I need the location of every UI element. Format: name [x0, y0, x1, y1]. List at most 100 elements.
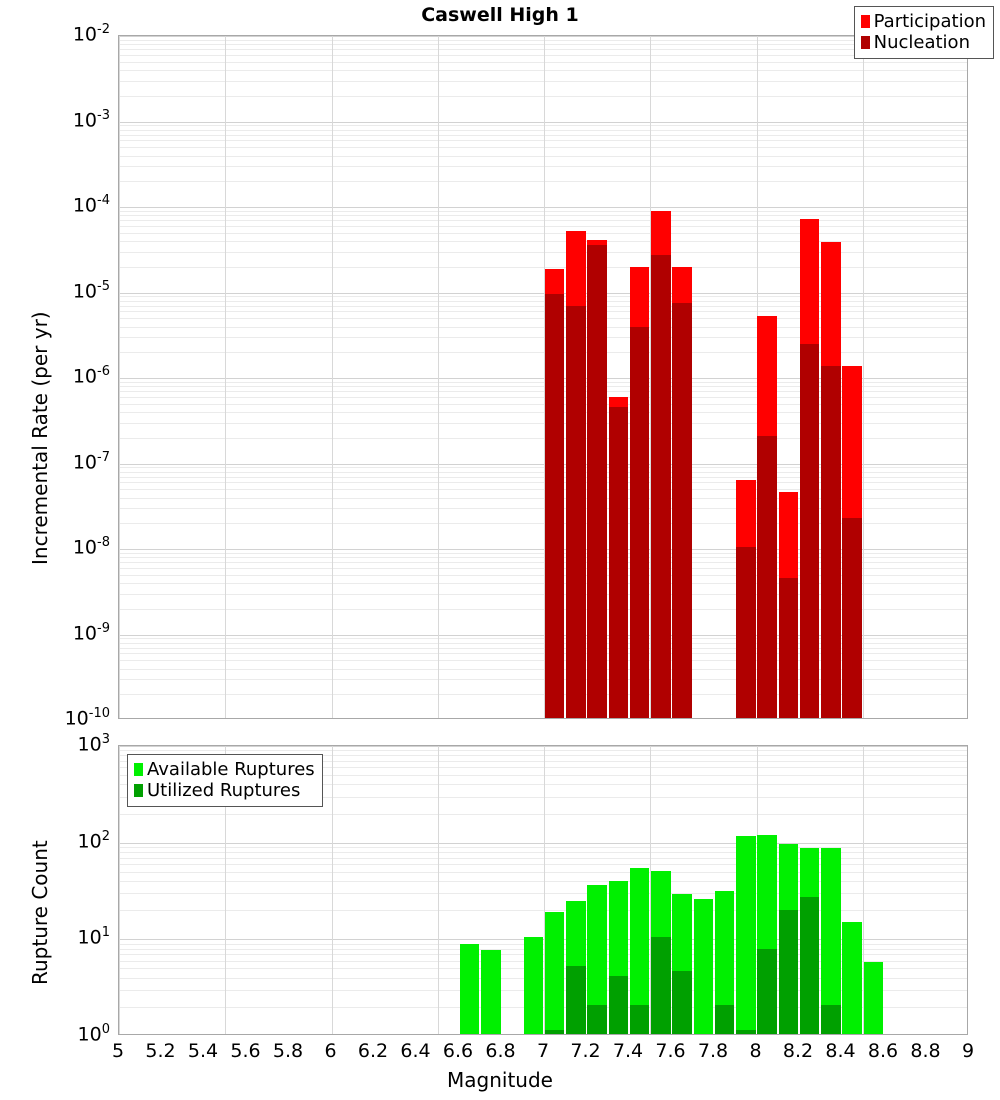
- gridline-major: [119, 634, 967, 636]
- x-tick-label: 7.4: [612, 1040, 644, 1062]
- gridline-minor: [119, 39, 967, 41]
- gridline-minor: [119, 251, 967, 253]
- bar-nucleation: [757, 435, 777, 718]
- bottom-legend-item: Available Ruptures: [134, 759, 315, 780]
- gridline-minor: [119, 220, 967, 222]
- x-tick-label: 5.6: [230, 1040, 261, 1062]
- bar-nucleation: [842, 517, 862, 718]
- gridline-minor: [119, 552, 967, 554]
- y-tick-label: 10-8: [72, 535, 110, 559]
- gridline-minor: [119, 296, 967, 298]
- gridline-minor: [119, 593, 967, 595]
- gridline-minor: [119, 796, 967, 798]
- gridline-vertical: [650, 746, 652, 1034]
- y-tick-label: 101: [77, 925, 110, 949]
- bar-utilized: [672, 970, 692, 1034]
- bar-utilized: [821, 1004, 841, 1034]
- bar-utilized: [544, 1030, 565, 1034]
- gridline-minor: [119, 49, 967, 51]
- legend-swatch-icon: [860, 15, 870, 29]
- gridline-vertical: [331, 36, 333, 718]
- y-tick-label: 102: [77, 828, 110, 852]
- gridline-vertical: [119, 36, 120, 718]
- rupture-count-plot: Available Ruptures Utilized Ruptures: [118, 745, 968, 1035]
- top-legend-item: Participation: [860, 11, 986, 32]
- bar-available: [821, 848, 841, 1034]
- gridline-major: [119, 121, 967, 123]
- gridline-minor: [119, 70, 967, 72]
- y-tick-label: 10-5: [72, 278, 110, 302]
- gridline-minor: [119, 489, 967, 491]
- y-tick-label: 10-7: [72, 449, 110, 473]
- bar-utilized: [736, 1030, 756, 1034]
- x-tick-label: 8.4: [825, 1040, 856, 1062]
- gridline-minor: [119, 881, 967, 883]
- bar-nucleation: [629, 327, 650, 718]
- gridline-vertical: [650, 36, 652, 718]
- y-tick-label: 100: [77, 1022, 110, 1046]
- gridline-vertical: [119, 746, 120, 1034]
- top-y-axis-title: Incremental Rate (per yr): [28, 311, 52, 565]
- bar-nucleation: [799, 343, 820, 718]
- x-tick-label: 6.2: [357, 1040, 389, 1062]
- legend-swatch-icon: [134, 763, 143, 777]
- gridline-minor: [119, 642, 967, 644]
- bar-available: [863, 962, 884, 1034]
- bottom-bars: [119, 746, 967, 1034]
- bar-utilized: [651, 937, 671, 1034]
- x-tick-label: 6.4: [400, 1040, 431, 1062]
- gridline-minor: [119, 608, 967, 610]
- bottom-y-tick-labels: 103 102 101 100: [2, 732, 110, 1045]
- x-tick-label: 5: [111, 1040, 125, 1062]
- gridline-major: [119, 746, 967, 747]
- x-tick-label: 7: [536, 1040, 550, 1062]
- gridline-minor: [119, 381, 967, 383]
- gridline-minor: [119, 893, 967, 895]
- gridline-minor: [119, 755, 967, 757]
- bar-available: [693, 898, 714, 1034]
- gridline-minor: [119, 437, 967, 439]
- gridline-major: [119, 378, 967, 379]
- gridline-minor: [119, 305, 967, 307]
- bar-nucleation: [672, 302, 692, 718]
- y-tick-label: 10-4: [72, 193, 110, 217]
- gridline-minor: [119, 668, 967, 670]
- gridline-minor: [119, 557, 967, 559]
- bar-nucleation: [651, 255, 671, 718]
- bar-nucleation: [608, 406, 629, 718]
- top-bars: [119, 36, 967, 718]
- bottom-legend: Available Ruptures Utilized Ruptures: [127, 754, 323, 808]
- x-tick-label: 8.6: [867, 1040, 899, 1062]
- gridline-minor: [119, 471, 967, 473]
- gridline-minor: [119, 181, 967, 183]
- gridline-minor: [119, 232, 967, 234]
- bar-utilized: [608, 975, 629, 1034]
- x-tick-label: 5.4: [187, 1040, 219, 1062]
- gridline-minor: [119, 54, 967, 56]
- legend-label: Participation: [873, 11, 986, 32]
- bottom-legend-item: Utilized Ruptures: [134, 780, 315, 801]
- gridline-minor: [119, 562, 967, 564]
- top-y-tick-labels: 10-2 10-3 10-4 10-5 10-6 10-7 10-8 10-9 10-10: [2, 22, 110, 729]
- gridline-vertical: [862, 36, 864, 718]
- bar-utilized: [799, 897, 820, 1034]
- gridline-minor: [119, 508, 967, 510]
- gridline-minor: [119, 44, 967, 46]
- gridline-major: [119, 207, 967, 208]
- x-tick-label: 8: [749, 1040, 762, 1062]
- gridline-minor: [119, 910, 967, 912]
- legend-label: Nucleation: [873, 32, 970, 54]
- gridline-vertical: [225, 746, 227, 1034]
- gridline-minor: [119, 760, 967, 762]
- bar-utilized: [757, 949, 777, 1034]
- y-tick-label: 10-9: [72, 620, 110, 644]
- gridline-major: [119, 549, 967, 550]
- gridline-minor: [119, 784, 967, 786]
- gridline-minor: [119, 403, 967, 405]
- top-gridlines: [119, 36, 967, 718]
- gridline-vertical: [544, 36, 545, 718]
- gridline-minor: [119, 326, 967, 328]
- gridline-minor: [119, 497, 967, 499]
- gridline-minor: [119, 215, 967, 217]
